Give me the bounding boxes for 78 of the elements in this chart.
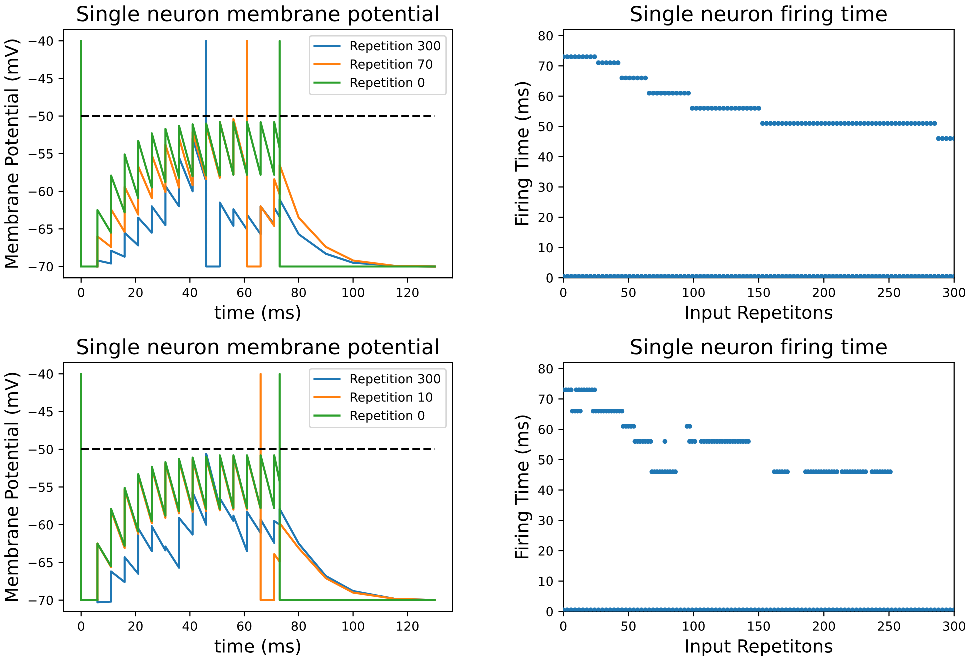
x-tick-label: 40 bbox=[182, 622, 198, 632]
y-tick-label: 30 bbox=[538, 182, 554, 192]
x-tick-label: 250 bbox=[878, 622, 900, 632]
x-tick-label: 20 bbox=[128, 622, 143, 632]
x-tick-label: 150 bbox=[748, 288, 770, 298]
legend-label: Repetition 70 bbox=[350, 59, 433, 72]
x-tick-label: 100 bbox=[342, 288, 364, 298]
y-tick-label: 80 bbox=[538, 31, 554, 41]
y-tick-label: 10 bbox=[539, 243, 554, 253]
y-axis-title: Firing Time (ms) bbox=[514, 416, 532, 559]
y-tick-label: 0 bbox=[546, 274, 554, 283]
x-axis-title: time (ms) bbox=[214, 305, 300, 322]
y-tick-label: 70 bbox=[538, 62, 554, 72]
x-tick-label: 0 bbox=[560, 288, 567, 298]
y-tick-label: −55 bbox=[28, 482, 53, 492]
x-tick-label: 300 bbox=[943, 622, 965, 632]
x-tick-label: 50 bbox=[622, 288, 636, 298]
legend-label: Repetition 0 bbox=[350, 78, 425, 90]
x-tick-label: 0 bbox=[560, 622, 567, 632]
x-axis-title: time (ms) bbox=[214, 639, 300, 656]
x-tick-label: 250 bbox=[878, 288, 900, 298]
y-axis-title: Membrane Potential (mV) bbox=[4, 373, 21, 602]
chart-title: Single neuron firing time bbox=[631, 6, 887, 26]
x-tick-label: 0 bbox=[78, 288, 85, 298]
x-tick-label: 120 bbox=[397, 288, 419, 298]
y-tick-label: 60 bbox=[538, 425, 554, 434]
x-tick-label: 200 bbox=[813, 622, 836, 632]
x-tick-label: 20 bbox=[128, 288, 143, 298]
x-tick-label: 60 bbox=[237, 622, 252, 632]
y-tick-label: −45 bbox=[28, 407, 53, 417]
y-tick-label: −40 bbox=[28, 36, 54, 46]
x-tick-label: 100 bbox=[683, 288, 705, 298]
y-tick-label: −50 bbox=[28, 444, 54, 454]
x-tick-label: 300 bbox=[943, 288, 965, 298]
y-tick-label: −70 bbox=[28, 596, 54, 606]
x-tick-label: 80 bbox=[292, 622, 306, 632]
chart-title: Single neuron firing time bbox=[631, 338, 887, 359]
x-tick-label: 80 bbox=[292, 288, 306, 298]
y-axis-title: Membrane Potential (mV) bbox=[4, 40, 21, 268]
y-tick-label: 40 bbox=[538, 152, 554, 162]
x-tick-label: 0 bbox=[78, 622, 85, 632]
y-tick-label: 60 bbox=[538, 92, 554, 102]
y-tick-label: 80 bbox=[538, 364, 554, 374]
x-tick-label: 150 bbox=[748, 622, 770, 632]
legend-label: Repetition 10 bbox=[350, 392, 433, 404]
y-tick-label: 20 bbox=[538, 546, 554, 556]
x-axis-title: Input Repetitons bbox=[686, 305, 833, 323]
y-tick-label: 10 bbox=[539, 576, 554, 586]
y-tick-label: −40 bbox=[28, 370, 54, 380]
y-tick-label: 20 bbox=[538, 212, 554, 222]
x-tick-label: 100 bbox=[683, 622, 705, 632]
y-tick-label: −55 bbox=[28, 150, 53, 159]
legend-label: Repetition 300 bbox=[350, 374, 441, 386]
x-tick-label: 100 bbox=[342, 622, 364, 632]
y-tick-label: 30 bbox=[538, 516, 554, 526]
chart-title: Single neuron membrane potential bbox=[78, 338, 438, 359]
y-tick-label: −65 bbox=[28, 558, 53, 568]
y-tick-label: −70 bbox=[28, 262, 54, 272]
y-tick-label: −50 bbox=[28, 112, 54, 122]
y-tick-label: −45 bbox=[28, 74, 53, 84]
y-axis-title: Firing Time (ms) bbox=[514, 82, 532, 226]
x-tick-label: 60 bbox=[237, 288, 252, 298]
legend-label: Repetition 300 bbox=[350, 41, 441, 54]
chart-title: Single neuron membrane potential bbox=[78, 6, 438, 26]
y-tick-label: 0 bbox=[546, 607, 554, 617]
y-tick-label: −60 bbox=[28, 520, 54, 530]
x-tick-label: 200 bbox=[813, 288, 836, 298]
x-tick-label: 50 bbox=[622, 622, 636, 632]
y-tick-label: 50 bbox=[538, 122, 554, 132]
y-tick-label: −65 bbox=[28, 224, 53, 234]
y-tick-label: −60 bbox=[28, 187, 54, 196]
x-axis-title: Input Repetitons bbox=[686, 639, 833, 657]
x-tick-label: 120 bbox=[397, 622, 419, 632]
y-tick-label: 70 bbox=[538, 394, 554, 404]
x-tick-label: 40 bbox=[182, 288, 198, 298]
legend-label: Repetition 0 bbox=[350, 410, 425, 423]
y-tick-label: 40 bbox=[538, 486, 554, 496]
y-tick-label: 50 bbox=[538, 455, 554, 465]
